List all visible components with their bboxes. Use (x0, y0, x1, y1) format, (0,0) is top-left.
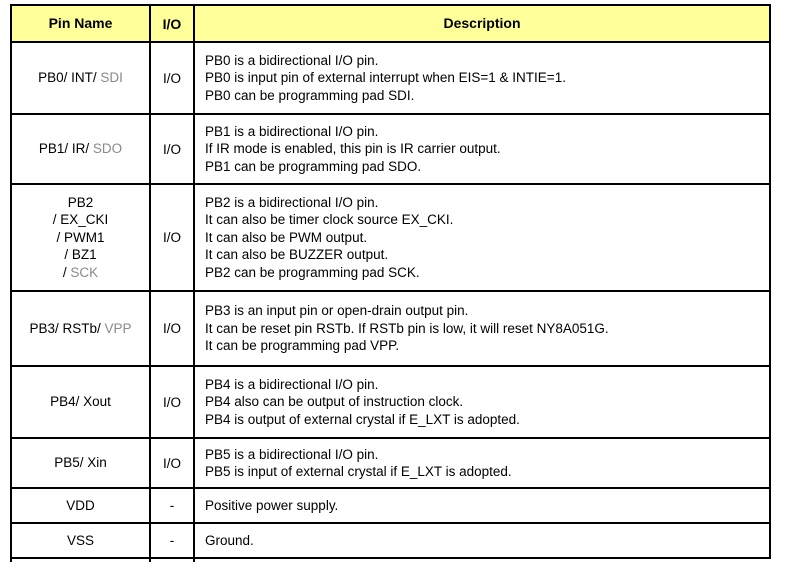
pin-name-segment: VDD (66, 497, 95, 513)
io-cell: - (151, 524, 195, 557)
pin-name-cell: PB0/ INT/ SDI (12, 43, 151, 113)
pin-name-segment: / BZ1 (64, 247, 97, 263)
pin-name-cell: PB4/ Xout (12, 367, 151, 437)
description-line: It can also be timer clock source EX_CKI… (205, 212, 454, 228)
description-line: PB0 is a bidirectional I/O pin. (205, 52, 379, 68)
description-line: PB1 can be programming pad SDO. (205, 158, 422, 174)
pin-name-segment: VSS (66, 532, 94, 548)
pin-name-segment: PB3/ RSTb/ (29, 320, 105, 336)
description-line: PB5 is a bidirectional I/O pin. (205, 446, 379, 462)
pad-function-label: SCK (70, 264, 99, 280)
description-cell: PB5 is a bidirectional I/O pin. PB5 is in… (195, 439, 769, 487)
pin-name-cell: PB1/ IR/ SDO (12, 115, 151, 183)
io-cell: I/O (151, 115, 195, 183)
pin-name-line: / BZ1 (64, 246, 96, 264)
description-line: It can be programming pad VPP. (205, 338, 400, 354)
pin-name-cell: PB5/ Xin (12, 439, 151, 487)
pin-name-line: PB0/ INT/ SDI (38, 69, 123, 87)
description-cell: Ground. (195, 524, 769, 557)
table-crop-stub-col1 (149, 555, 151, 562)
pin-name-cell: VSS (12, 524, 151, 557)
table-row: PB2/ EX_CKI / PWM1/ BZ1/ SCK I/O PB2 is a b… (12, 185, 769, 292)
pad-function-label: SDI (100, 70, 123, 86)
pin-name-line: PB4/ Xout (50, 393, 111, 411)
description-line: If IR mode is enabled, this pin is IR ca… (205, 141, 501, 157)
pin-name-segment: PB2 (67, 194, 94, 210)
table-row: PB4/ Xout I/O PB4 is a bidirectional I/O p… (12, 367, 769, 439)
description-line: Ground. (205, 532, 254, 548)
io-cell: I/O (151, 43, 195, 113)
pin-name-segment: PB0/ INT/ (38, 70, 101, 86)
description-line: PB1 is a bidirectional I/O pin. (205, 123, 379, 139)
description-line: It can also be BUZZER output. (205, 247, 389, 263)
description-line: Positive power supply. (205, 497, 339, 513)
description-line: PB2 is a bidirectional I/O pin. (205, 194, 379, 210)
description-line: It can be reset pin RSTb. If RSTb pin is… (205, 320, 609, 336)
description-line: PB4 is a bidirectional I/O pin. (205, 376, 379, 392)
description-cell: PB3 is an input pin or open-drain output… (195, 292, 769, 365)
header-pin-name: Pin Name (12, 6, 151, 41)
pin-name-line: PB1/ IR/ SDO (39, 140, 122, 158)
description-line: PB4 also can be output of instruction cl… (205, 394, 464, 410)
table-row: VSS - Ground. (12, 524, 769, 557)
pin-name-line: / SCK (63, 264, 98, 282)
pin-name-segment: PB4/ Xout (50, 394, 111, 410)
pin-name-line: PB5/ Xin (54, 454, 107, 472)
pin-name-segment: PB1/ IR/ (38, 141, 93, 157)
pin-description-table: Pin Name I/O Description PB0/ INT/ SDI I/… (10, 4, 771, 559)
pin-name-line: VDD (66, 497, 95, 515)
header-description: Description (443, 14, 521, 31)
description-line: PB5 is input of external crystal if E_LX… (205, 464, 512, 479)
io-cell: - (151, 489, 195, 522)
description-cell: PB2 is a bidirectional I/O pin. It can al… (195, 185, 769, 290)
pin-name-line: / PWM1 (56, 229, 104, 247)
pin-name-segment: / PWM1 (56, 229, 105, 245)
pin-name-segment: / EX_CKI (52, 212, 109, 228)
io-cell: I/O (151, 367, 195, 437)
table-row: PB1/ IR/ SDO I/O PB1 is a bidirectional I/… (12, 115, 769, 185)
description-line: PB2 can be programming pad SCK. (205, 264, 420, 280)
table-header-row: Pin Name I/O Description (12, 6, 769, 43)
table-row: PB0/ INT/ SDI I/O PB0 is a bidirectional I… (12, 43, 769, 115)
pin-name-line: VSS (67, 532, 94, 550)
pin-name-line: PB3/ RSTb/ VPP (29, 320, 131, 338)
pin-name-cell: VDD (12, 489, 151, 522)
description-cell: PB1 is a bidirectional I/O pin. If IR mod… (195, 115, 769, 183)
pin-name-segment: PB5/ Xin (54, 455, 107, 471)
table-crop-stub-left (10, 555, 12, 562)
pin-name-segment: / (62, 264, 71, 280)
pad-function-label: VPP (104, 320, 132, 336)
description-cell: PB0 is a bidirectional I/O pin. PB0 is in… (195, 43, 769, 113)
pin-name-line: / EX_CKI (53, 211, 109, 229)
table-body: PB0/ INT/ SDI I/O PB0 is a bidirectional I… (12, 43, 769, 557)
io-cell: I/O (151, 292, 195, 365)
pin-name-line: PB2 (68, 194, 94, 212)
header-io: I/O (151, 6, 195, 41)
pin-name-cell: PB3/ RSTb/ VPP (12, 292, 151, 365)
pad-function-label: SDO (92, 141, 123, 157)
table-row: PB3/ RSTb/ VPP I/O PB3 is an input pin or … (12, 292, 769, 367)
description-line: PB4 is output of external crystal if E_L… (205, 411, 520, 427)
io-cell: I/O (151, 185, 195, 290)
description-line: It can also be PWM output. (205, 229, 368, 245)
description-cell: PB4 is a bidirectional I/O pin. PB4 also … (195, 367, 769, 437)
description-line: PB0 can be programming pad SDI. (205, 87, 415, 103)
description-cell: Positive power supply. (195, 489, 769, 522)
description-line: PB3 is an input pin or open-drain output… (205, 303, 469, 319)
io-cell: I/O (151, 439, 195, 487)
table-row: VDD - Positive power supply. (12, 489, 769, 524)
pin-name-cell: PB2 / EX_CKI / PWM1 / BZ1/ SCK (12, 185, 151, 290)
description-line: PB0 is input pin of external interrupt w… (205, 70, 566, 86)
table-crop-stub-col2 (193, 555, 195, 562)
table-row: PB5/ Xin I/O PB5 is a bidirectional I/O pi… (12, 439, 769, 489)
